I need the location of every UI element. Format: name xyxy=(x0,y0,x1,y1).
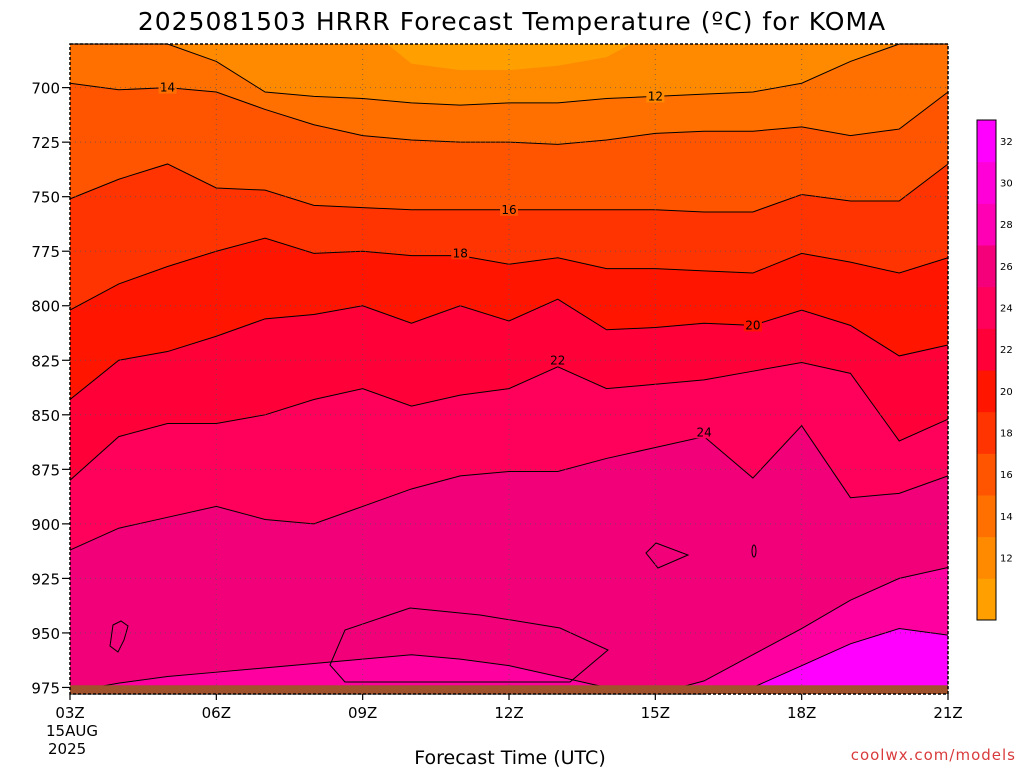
colorbar-swatch-11 xyxy=(977,120,996,163)
contour-line-22 xyxy=(69,361,949,481)
colorbar-swatch-9 xyxy=(977,203,996,246)
y-tick-label-975: 975 xyxy=(31,679,60,697)
colorbar-swatch-3 xyxy=(977,453,996,496)
contour-line-26 xyxy=(69,567,949,695)
colorbar-label-14: 14 xyxy=(1000,512,1013,523)
y-tick-label-725: 725 xyxy=(31,134,60,152)
contour-blob-center xyxy=(329,607,609,683)
colorbar: 12 14 16 18 20 22 24 26 28 30 32 xyxy=(976,119,1013,621)
x-tick-label-21Z: 21Z xyxy=(933,704,962,722)
y-tick-label-875: 875 xyxy=(31,461,60,479)
y-tick-label-850: 850 xyxy=(31,407,60,425)
colorbar-swatch-4 xyxy=(977,411,996,454)
contour-label-20: 20 xyxy=(745,318,760,332)
colorbar-swatch-1 xyxy=(977,536,996,579)
colorbar-swatch-7 xyxy=(977,286,996,329)
colorbar-label-24: 24 xyxy=(1000,304,1013,315)
colorbar-swatch-10 xyxy=(977,161,996,204)
y-tick-label-925: 925 xyxy=(31,570,60,588)
y-tick-label-700: 700 xyxy=(31,80,60,98)
colorbar-label-18: 18 xyxy=(1000,429,1013,440)
x-axis-date-year: 2025 xyxy=(48,740,86,758)
contour-line-24 xyxy=(69,424,949,551)
colorbar-label-32: 32 xyxy=(1000,137,1013,148)
colorbar-swatch-0 xyxy=(977,578,996,621)
fill-band-10 xyxy=(387,44,631,71)
colorbar-label-12: 12 xyxy=(1000,554,1013,565)
colorbar-label-30: 30 xyxy=(1000,179,1013,190)
contour-label-bg-22 xyxy=(548,353,567,367)
contour-blob-tiny xyxy=(751,544,757,558)
contour-label-14: 14 xyxy=(160,81,175,95)
contour-label-22: 22 xyxy=(550,353,565,367)
colorbar-label-22: 22 xyxy=(1000,345,1013,356)
contour-label-18: 18 xyxy=(453,246,468,260)
contour-line-14 xyxy=(69,82,949,145)
y-tick-label-825: 825 xyxy=(31,352,60,370)
x-tick-label-18Z: 18Z xyxy=(787,704,816,722)
contour-label-bg-14 xyxy=(158,80,177,94)
colorbar-swatch-2 xyxy=(977,495,996,538)
contour-line-12 xyxy=(70,43,948,106)
ground-band xyxy=(70,685,948,694)
y-tick-label-950: 950 xyxy=(31,625,60,643)
credit-text: coolwx.com/models xyxy=(851,746,1016,764)
x-tick-label-12Z: 12Z xyxy=(494,704,523,722)
contour-line-20 xyxy=(69,298,949,400)
y-tick-label-750: 750 xyxy=(31,189,60,207)
y-tick-label-900: 900 xyxy=(31,516,60,534)
contour-label-12: 12 xyxy=(648,89,663,103)
x-tick-label-15Z: 15Z xyxy=(641,704,670,722)
colorbar-label-16: 16 xyxy=(1000,470,1013,481)
colorbar-swatch-5 xyxy=(977,370,996,413)
contour-blob-right xyxy=(645,542,690,569)
colorbar-swatch-8 xyxy=(977,245,996,288)
y-tick-label-800: 800 xyxy=(31,298,60,316)
y-axis: 700 725 750 775 800 825 850 875 900 925 950 975 xyxy=(31,80,70,697)
x-axis-label: Forecast Time (UTC) xyxy=(414,747,605,768)
x-tick-label-03Z: 03Z xyxy=(55,704,84,722)
colorbar-frame xyxy=(976,119,997,621)
contour-label-bg-12 xyxy=(646,89,665,103)
x-tick-label-09Z: 09Z xyxy=(348,704,377,722)
y-tick-label-775: 775 xyxy=(31,243,60,261)
colorbar-label-28: 28 xyxy=(1000,220,1013,231)
contour-label-bg-18 xyxy=(451,246,470,260)
x-tick-label-06Z: 06Z xyxy=(202,704,231,722)
chart-title: 2025081503 HRRR Forecast Temperature (ºC… xyxy=(138,7,886,36)
colorbar-label-20: 20 xyxy=(1000,387,1013,398)
contour-label-24: 24 xyxy=(696,425,711,439)
contour-blob-left xyxy=(109,620,129,653)
x-axis: 03Z 06Z 09Z 12Z 15Z 18Z 21Z xyxy=(55,694,963,722)
x-axis-date-day: 15AUG xyxy=(46,722,98,740)
contour-label-bg-20 xyxy=(743,318,762,332)
contour-label-bg-24 xyxy=(695,425,714,439)
colorbar-swatch-6 xyxy=(977,328,996,371)
colorbar-label-26: 26 xyxy=(1000,262,1013,273)
